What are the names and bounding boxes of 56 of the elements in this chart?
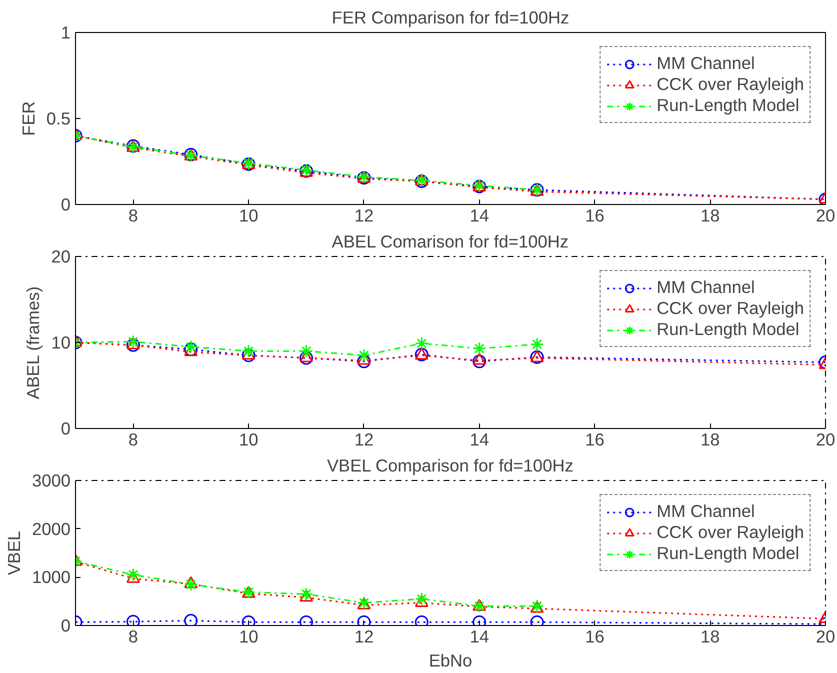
x-tick-label: 14 bbox=[470, 206, 490, 226]
chart-title: FER Comparison for fd=100Hz bbox=[332, 8, 570, 28]
legend-label: Run-Length Model bbox=[656, 543, 800, 564]
point bbox=[184, 578, 198, 592]
x-tick-label: 18 bbox=[700, 626, 720, 646]
point bbox=[184, 614, 198, 626]
y-tick-label: 20 bbox=[51, 246, 71, 266]
x-tick-label: 12 bbox=[354, 206, 374, 226]
y-tick-label: 0 bbox=[60, 616, 71, 636]
point bbox=[126, 570, 140, 583]
legend-label: MM Channel bbox=[656, 53, 755, 74]
x-tick-label: 8 bbox=[128, 206, 138, 226]
x-tick-label: 16 bbox=[585, 430, 604, 450]
chart-title: ABEL Comarison for fd=100Hz bbox=[332, 232, 569, 252]
legend-label: MM Channel bbox=[656, 277, 755, 298]
x-tick-label: 8 bbox=[128, 430, 138, 450]
y-tick-label: 0 bbox=[60, 194, 71, 214]
legend-label: Run-Length Model bbox=[656, 319, 800, 340]
x-tick-label: 16 bbox=[585, 626, 604, 646]
point bbox=[184, 576, 198, 588]
chart-title: VBEL Comparison for fd=100Hz bbox=[326, 456, 574, 476]
x-tick-label: 14 bbox=[470, 430, 490, 450]
legend-label: Run-Length Model bbox=[656, 95, 800, 116]
point bbox=[300, 587, 314, 601]
point bbox=[300, 590, 314, 602]
x-tick-label: 10 bbox=[238, 430, 258, 450]
legend-label: CCK over Rayleigh bbox=[656, 298, 804, 319]
x-axis-title: EbNo bbox=[428, 650, 472, 670]
y-tick-label: 10 bbox=[51, 332, 71, 352]
x-tick-label: 16 bbox=[585, 206, 604, 226]
legend-label: MM Channel bbox=[656, 501, 755, 522]
y-axis-title: FER bbox=[18, 101, 38, 136]
legend-label: CCK over Rayleigh bbox=[656, 522, 804, 543]
x-tick-label: 12 bbox=[354, 626, 374, 646]
point bbox=[126, 568, 140, 582]
x-tick-label: 20 bbox=[816, 626, 836, 646]
y-tick-label: 1 bbox=[60, 22, 71, 42]
y-tick-label: 3000 bbox=[32, 470, 71, 490]
legend-label: CCK over Rayleigh bbox=[656, 74, 804, 95]
x-tick-label: 18 bbox=[700, 206, 720, 226]
x-tick-label: 10 bbox=[238, 626, 258, 646]
y-axis-title: VBEL bbox=[4, 530, 24, 576]
x-tick-label: 8 bbox=[128, 626, 138, 646]
x-tick-label: 20 bbox=[816, 206, 836, 226]
x-tick-label: 18 bbox=[700, 430, 720, 450]
y-tick-label: 0 bbox=[60, 418, 71, 438]
point bbox=[414, 592, 428, 606]
y-axis-title: ABEL (frames) bbox=[23, 286, 44, 400]
x-tick-label: 14 bbox=[470, 626, 490, 646]
y-tick-label: 2000 bbox=[32, 518, 71, 539]
x-tick-label: 12 bbox=[354, 430, 374, 450]
y-tick-label: 0.5 bbox=[46, 108, 71, 128]
x-tick-label: 20 bbox=[816, 430, 836, 450]
point bbox=[414, 595, 428, 607]
x-tick-label: 10 bbox=[238, 206, 258, 226]
y-tick-label: 1000 bbox=[32, 567, 71, 588]
